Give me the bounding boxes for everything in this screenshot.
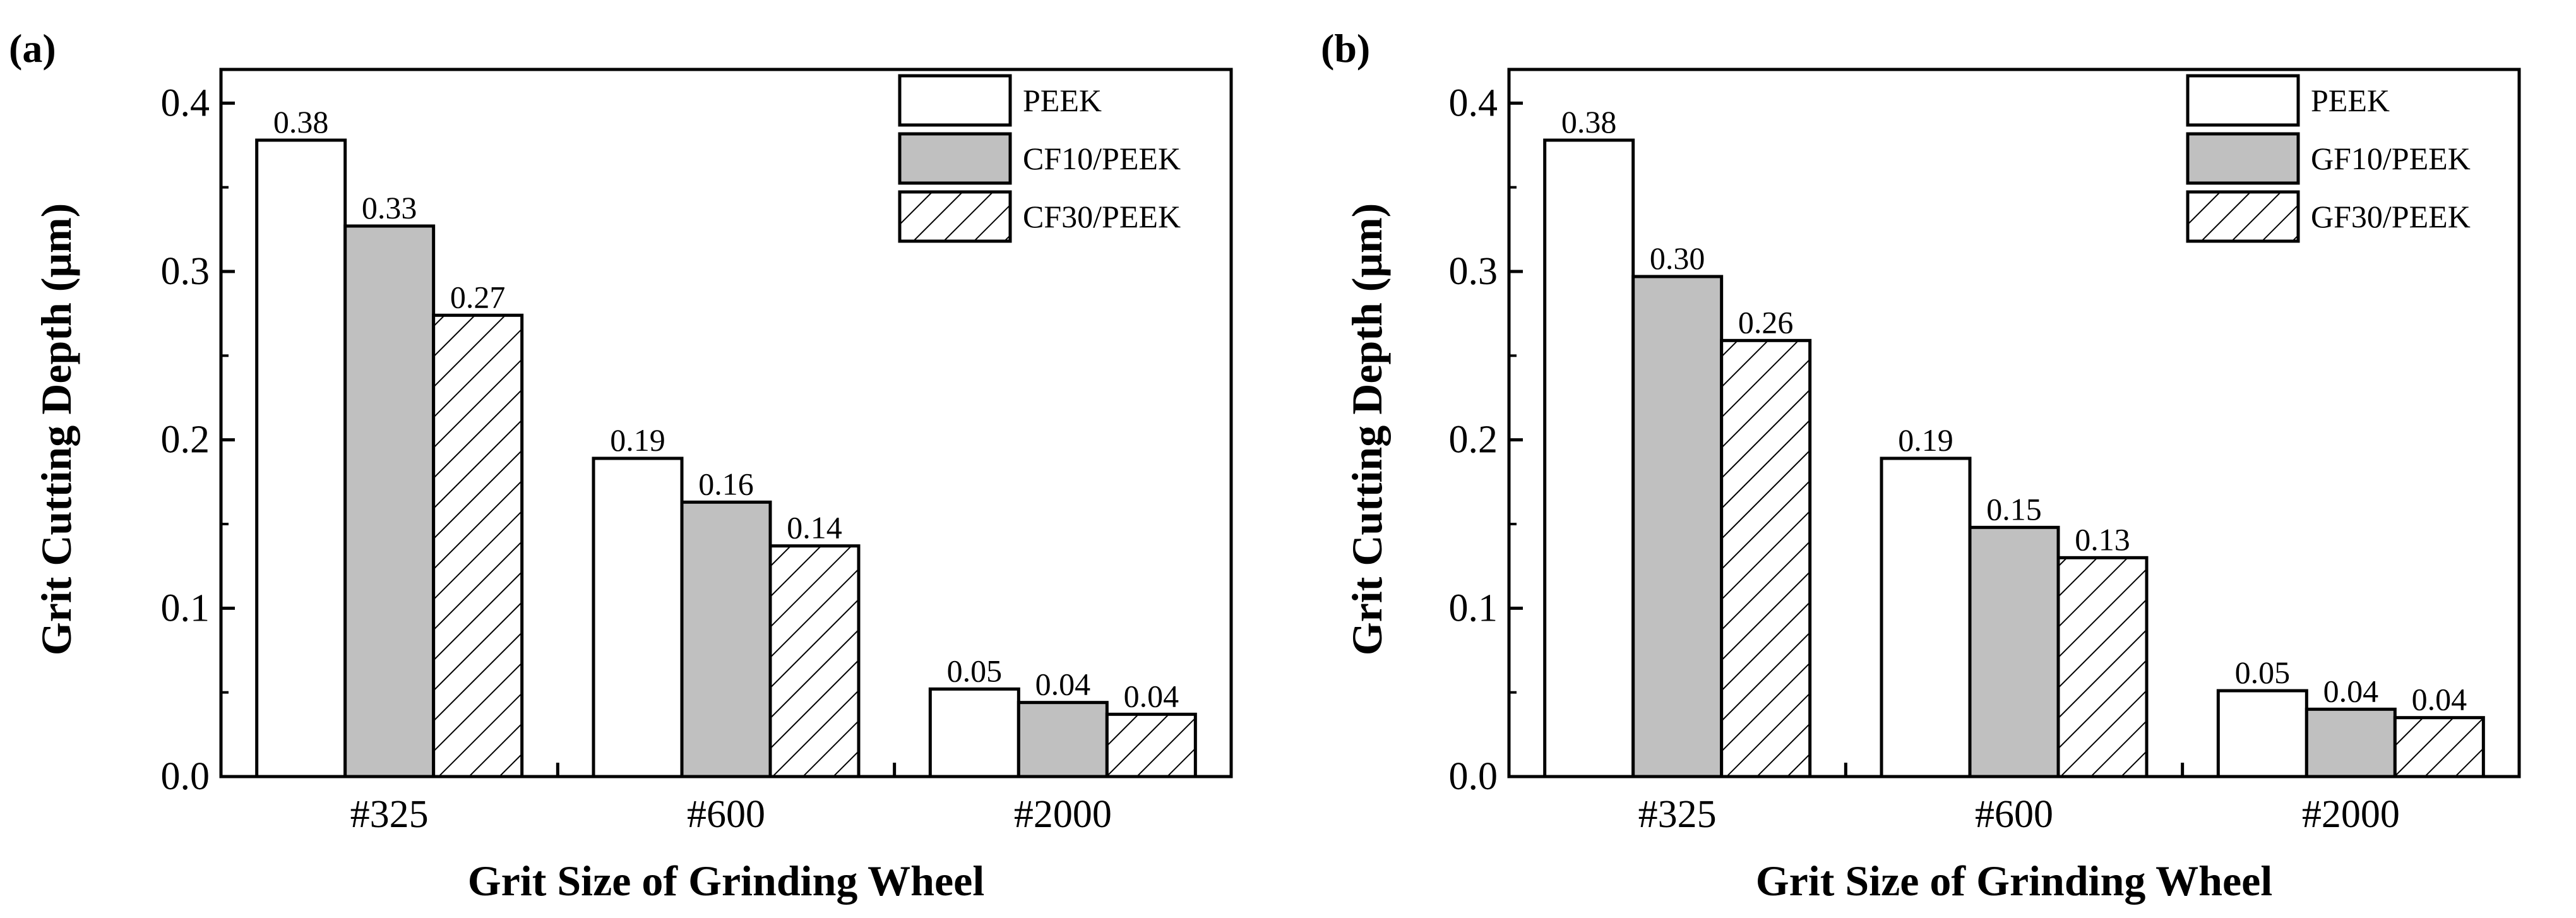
bar [1543,138,1635,778]
legend-label: GF30/PEEK [2311,199,2471,234]
bar-group: 0.38 0.33 0.27 0.19 0.16 0.14 0.05 0.04 0.04 [255,104,1197,778]
y-tick-label: 0.0 [161,755,210,798]
data-label: 0.26 [1738,304,1794,340]
bar [928,687,1020,778]
y-tick-label: 0.4 [161,81,210,124]
bar [2305,707,2397,778]
bar [1017,701,1109,778]
y-tick-label: 0.2 [161,419,210,462]
bar [2056,556,2149,778]
bar [432,313,524,778]
x-tick-label: #2000 [1014,793,1112,836]
data-label: 0.05 [947,653,1003,688]
legend-swatch [898,190,1012,243]
x-tick-label: #325 [1638,793,1717,836]
data-label: 0.33 [362,190,417,225]
y-tick-label: 0.0 [1449,755,1498,798]
data-label: 0.38 [1561,104,1617,140]
x-tick-label: #2000 [2302,793,2400,836]
legend: PEEK GF10/PEEK GF30/PEEK [2186,74,2471,243]
legend-swatch [898,132,1012,185]
data-label: 0.04 [2323,673,2379,708]
y-tick-label: 0.2 [1449,419,1498,462]
bar [2393,716,2485,778]
legend: PEEK CF10/PEEK CF30/PEEK [898,74,1181,243]
y-tick-label: 0.1 [161,587,210,629]
bar [1880,456,1972,778]
x-tick-label: #325 [350,793,429,836]
x-axis-title: Grit Size of Grinding Wheel [1756,857,2273,905]
legend-swatch [2186,190,2300,243]
data-label: 0.05 [2235,655,2291,690]
chart-panel-b: (b) Grit Cutting Depth (μm) Grit Size of… [1288,0,2576,918]
data-label: 0.38 [273,104,329,140]
bar [1968,525,2060,778]
bar [1105,712,1197,778]
bar-chart-b: (b) Grit Cutting Depth (μm) Grit Size of… [1321,26,2521,905]
legend-label: GF10/PEEK [2311,141,2471,176]
data-label: 0.30 [1650,241,1705,276]
data-label: 0.19 [1898,422,1953,458]
tick-group: 0.0 0.1 0.2 0.3 0.4 #325 #600 #2000 [161,81,1112,836]
data-label: 0.19 [610,422,665,458]
y-tick-label: 0.4 [1449,81,1498,124]
data-label: 0.13 [2075,522,2130,557]
legend-label: CF30/PEEK [1023,199,1181,234]
bar-group: 0.38 0.30 0.26 0.19 0.15 0.13 0.05 0.04 0.04 [1543,104,2485,778]
bar [255,138,347,778]
y-tick-label: 0.1 [1449,587,1498,629]
bar [2216,689,2308,778]
x-axis-title: Grit Size of Grinding Wheel [468,857,985,905]
bar-chart-a: (a) Grit Cutting Depth (μm) Grit Size of… [9,26,1233,905]
legend-swatch [898,74,1012,127]
data-label: 0.14 [787,510,842,545]
bar [1720,338,1812,778]
panel-label: (a) [9,26,56,71]
bar [343,224,436,778]
legend-label: PEEK [1023,83,1102,118]
legend-swatch [2186,132,2300,185]
bar [768,544,861,778]
tick-group: 0.0 0.1 0.2 0.3 0.4 #325 #600 #2000 [1449,81,2400,836]
bar [680,500,772,778]
data-label: 0.04 [1124,678,1179,713]
data-label: 0.27 [450,279,506,314]
legend-swatch [2186,74,2300,127]
data-label: 0.15 [1986,491,2042,527]
data-label: 0.16 [698,466,754,501]
data-label: 0.04 [1035,667,1091,702]
legend-label: PEEK [2311,83,2390,118]
data-label: 0.04 [2412,682,2467,717]
legend-label: CF10/PEEK [1023,141,1181,176]
chart-panel-a: (a) Grit Cutting Depth (μm) Grit Size of… [9,26,1233,905]
y-tick-label: 0.3 [161,250,210,293]
plot-frame [219,68,1233,778]
bar [1631,275,1724,778]
y-axis-title: Grit Cutting Depth (μm) [32,203,80,656]
panel-label: (b) [1321,26,1370,71]
bar [592,456,684,778]
y-axis-title: Grit Cutting Depth (μm) [1343,203,1391,656]
x-tick-label: #600 [687,793,765,836]
x-tick-label: #600 [1975,793,2053,836]
y-tick-label: 0.3 [1449,250,1498,293]
plot-frame [1507,68,2521,778]
